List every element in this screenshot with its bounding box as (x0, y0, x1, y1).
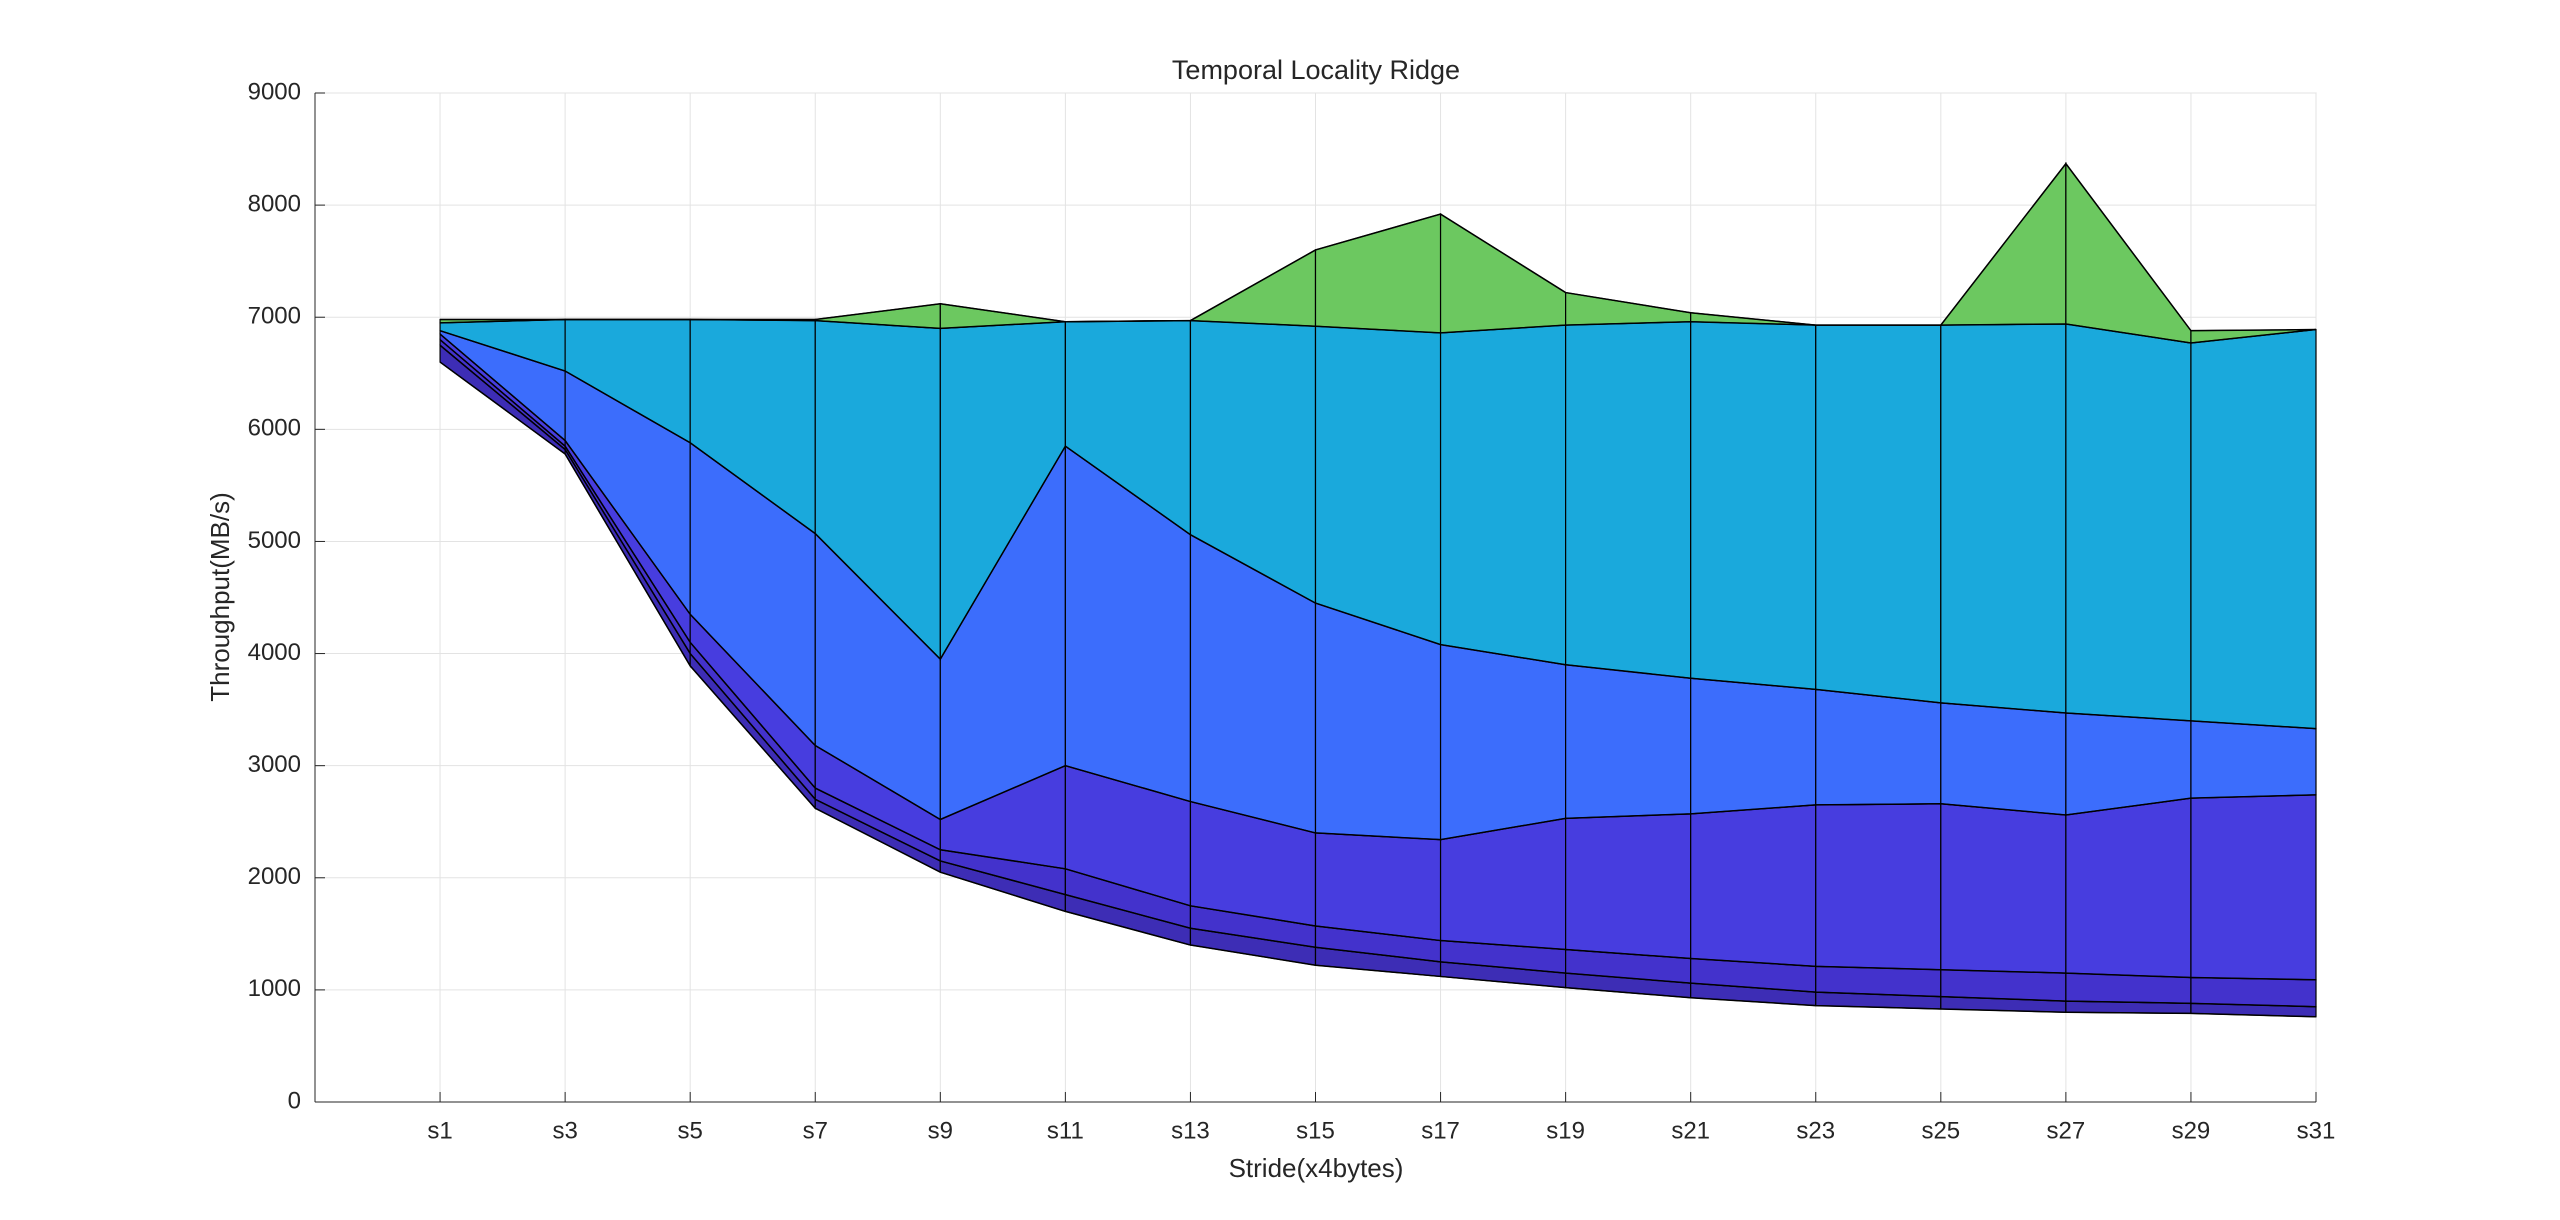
ridge-cell (1940, 803, 2067, 974)
ridge-cell (1439, 643, 1567, 841)
ridge-cell (2065, 797, 2192, 979)
ridge-cell (1815, 324, 1942, 704)
y-tick-label: 0 (288, 1087, 301, 1114)
ridge-cell (1940, 702, 2067, 816)
ridge-cell (2190, 328, 2317, 730)
x-tick-label: s1 (427, 1117, 452, 1144)
y-tick-label: 4000 (248, 639, 301, 666)
ridge-cell (1690, 677, 1817, 815)
ridge-line (439, 339, 2317, 981)
ridge-cell (2190, 976, 2317, 1008)
ridge-line (439, 344, 2317, 1008)
ridge-cell (1314, 832, 1442, 942)
x-tick-label: s27 (2047, 1117, 2086, 1144)
x-tick-label: s21 (1671, 1117, 1710, 1144)
x-tick-label: s11 (1047, 1117, 1084, 1144)
ridge-cell (2065, 712, 2192, 816)
ridge-line (439, 329, 2317, 730)
ridge-cell (1565, 813, 1692, 960)
ridge-cell (1690, 804, 1817, 967)
ridge-cell (1940, 969, 2067, 1002)
ridge-cell (1815, 688, 1942, 806)
x-tick-label: s31 (2297, 1117, 2336, 1144)
y-axis-label: Throughput(MB/s) (205, 492, 235, 702)
y-tick-label: 6000 (248, 415, 301, 442)
ridge-cell (1439, 817, 1567, 951)
x-tick-label: s9 (928, 1117, 953, 1144)
ridge-cell (1565, 664, 1692, 819)
x-tick-label: s3 (552, 1117, 577, 1144)
ridge-cell (2190, 794, 2317, 981)
x-axis-label: Stride(x4bytes) (1229, 1153, 1404, 1183)
ridge-cell (1565, 321, 1692, 679)
x-tick-label: s19 (1546, 1117, 1585, 1144)
ridge-line (440, 162, 2317, 332)
y-tick-label: 8000 (248, 190, 301, 217)
x-tick-label: s7 (803, 1117, 828, 1144)
y-tick-label: 2000 (248, 863, 301, 890)
x-tick-label: s29 (2172, 1117, 2211, 1144)
y-tick-label: 7000 (248, 303, 301, 330)
x-tick-label: s25 (1921, 1117, 1960, 1144)
ridge-line (439, 361, 2317, 1018)
x-tick-label: s5 (678, 1117, 703, 1144)
ridge-cell (1940, 323, 2067, 714)
ridge-cell (1314, 325, 1442, 646)
ridge-cell (2065, 323, 2192, 722)
y-tick-label: 3000 (248, 751, 301, 778)
ridge-cell (1815, 803, 1942, 971)
ridge-cell (1439, 324, 1567, 666)
ridge-line (439, 333, 2317, 841)
ridge-cell (2190, 720, 2317, 799)
x-tick-label: s23 (1796, 1117, 1835, 1144)
x-tick-label: s17 (1421, 1117, 1460, 1144)
chart-title: Temporal Locality Ridge (1172, 55, 1460, 85)
x-tick-label: s13 (1171, 1117, 1210, 1144)
x-tick-label: s15 (1296, 1117, 1335, 1144)
ridge-cell (1690, 321, 1817, 691)
y-tick-label: 1000 (248, 975, 301, 1002)
y-tick-label: 5000 (248, 527, 301, 554)
y-tick-label: 9000 (248, 78, 301, 105)
